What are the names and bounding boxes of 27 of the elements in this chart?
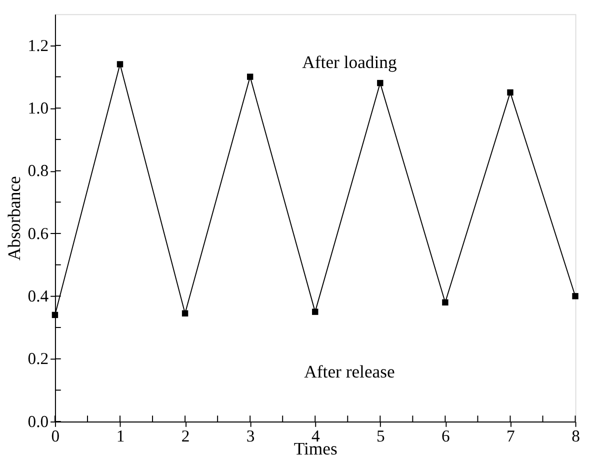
x-tick-label: 5 bbox=[376, 426, 385, 446]
x-tick-label: 6 bbox=[442, 426, 450, 446]
x-tick-label: 3 bbox=[246, 426, 255, 446]
y-tick-label: 0.4 bbox=[28, 286, 50, 306]
x-tick-label: 1 bbox=[116, 426, 125, 446]
y-tick-label: 0.2 bbox=[28, 349, 49, 368]
x-tick-label: 2 bbox=[181, 426, 190, 446]
point bbox=[182, 310, 188, 316]
point bbox=[377, 80, 384, 86]
point bbox=[572, 293, 578, 300]
y-tick-label: 0.0 bbox=[28, 412, 49, 431]
point bbox=[442, 299, 448, 306]
annotation: After loading bbox=[302, 52, 397, 72]
annotation: After release bbox=[304, 362, 395, 382]
y-tick-label: 0.8 bbox=[28, 161, 49, 180]
x-tick-label: 8 bbox=[572, 426, 580, 446]
point bbox=[52, 312, 58, 318]
y-axis-title: Absorbance bbox=[4, 176, 24, 260]
y-tick-label: 0.6 bbox=[28, 224, 49, 243]
x-tick-label: 7 bbox=[506, 426, 515, 446]
point bbox=[312, 308, 318, 315]
point bbox=[116, 61, 124, 68]
y-tick-label: 1.0 bbox=[28, 98, 49, 118]
point bbox=[246, 74, 254, 80]
y-tick-label: 1.2 bbox=[28, 36, 49, 55]
point bbox=[507, 89, 514, 96]
x-tick-label: 0 bbox=[51, 426, 60, 446]
